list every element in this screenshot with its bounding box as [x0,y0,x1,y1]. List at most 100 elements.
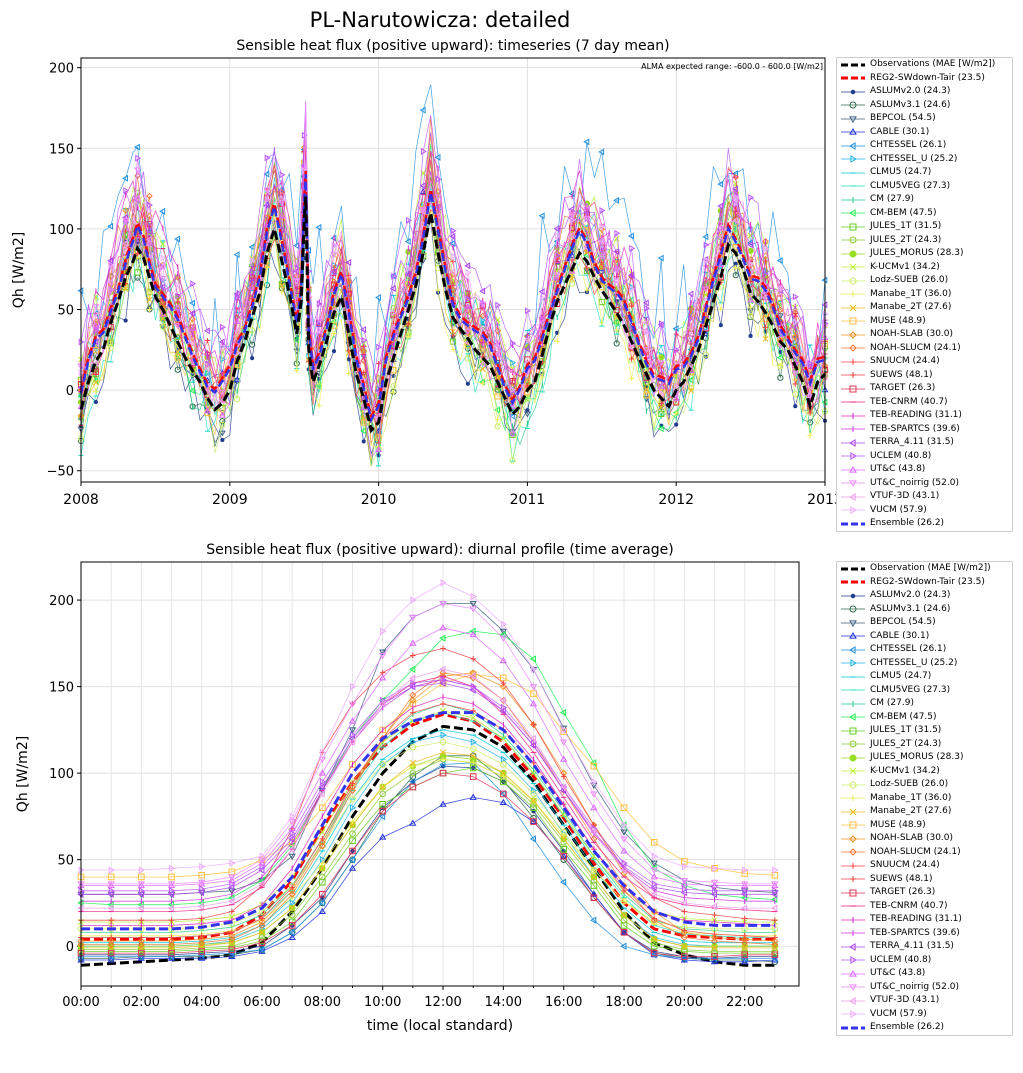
data-point [228,897,235,905]
legend-label: CLMU5 (24.7) [870,167,932,177]
legend-label: CM-BEM (47.5) [870,207,937,218]
data-point [559,878,567,886]
data-point [613,340,620,347]
legend-swatch [841,223,865,231]
legend-swatch [841,344,865,352]
legend-marker [850,1010,857,1019]
legend-label: UCLEM (40.8) [870,954,932,965]
data-point [258,945,265,954]
legend-swatch [841,372,865,379]
data-point [288,922,296,929]
reg2-line [79,170,826,420]
data-point [464,302,472,309]
legend-label: JULES_2T (24.3) [870,234,942,245]
data-point [791,370,799,377]
x-axis-label: time (local standard) [367,1018,513,1034]
legend-swatch [841,889,865,897]
data-point [529,684,538,691]
legend-swatch [841,89,865,95]
legend-swatch [841,185,865,187]
data-point [771,881,779,888]
data-point [470,656,476,662]
legend-item: SUEWS (48.1) [837,873,1012,887]
data-point [658,410,665,417]
series-line [81,758,775,952]
data-point [500,620,508,628]
legend-label: CM (27.9) [870,698,914,708]
data-point [159,323,166,330]
data-point [500,680,507,686]
legend-swatch [841,942,865,951]
data-point [319,890,326,898]
legend-marker [849,250,857,258]
x-tick-label: 2009 [212,492,248,508]
data-point [762,315,769,322]
data-point [137,881,146,888]
data-point [138,949,145,957]
data-point [349,761,356,768]
legend-label: K-UCMv1 (34.2) [870,765,940,776]
data-point [349,847,356,855]
data-point [469,773,477,780]
data-point [107,222,114,230]
legend-item: UT&C_noirrig (52.0) [837,477,1012,491]
data-point [530,690,537,697]
series-line [81,772,775,957]
data-point [464,355,471,362]
data-point [613,299,621,306]
x-tick-label: 18:00 [605,995,642,1010]
data-point [742,887,749,895]
data-point [559,783,567,791]
data-point [198,915,205,922]
legend-item: Manabe_2T (27.6) [837,805,1012,819]
legend-item: VTUF-3D (43.1) [837,994,1012,1008]
data-point [703,241,710,249]
series-line [80,100,826,394]
data-point [711,937,719,945]
data-point [348,855,355,864]
legend-swatch [841,713,865,722]
legend-swatch [841,304,865,312]
legend-swatch [841,676,865,678]
series-line [81,648,775,921]
legend-marker [849,969,857,977]
data-point [560,739,568,746]
data-point [409,743,417,751]
data-point [349,830,356,838]
legend-marker [850,659,857,668]
legend-item: SUEWS (48.1) [837,369,1012,383]
legend-label: JULES_1T (31.5) [870,725,942,735]
data-point [289,899,296,907]
legend-swatch [841,317,865,325]
data-point [108,887,115,895]
legend-swatch [841,76,865,80]
data-point [469,601,477,608]
data-point [439,769,447,777]
series-aslumv3.1 [77,752,779,966]
y-tick-label: 50 [57,854,74,869]
data-point [228,946,236,953]
legend-marker [850,291,856,298]
data-point [499,635,508,642]
data-point [419,207,427,214]
legend-swatch [841,969,865,977]
data-point [590,828,597,836]
data-point [620,866,627,874]
series-reg2-swdown-tair [81,712,775,941]
legend-item: SNUUCM (24.4) [837,355,1012,369]
data-point [107,940,115,948]
data-point [657,360,665,367]
series-snuucm [78,701,778,941]
data-point [122,217,130,224]
legend-item: UCLEM (40.8) [837,450,1012,464]
y-axis-label: Qh [W/m2] [15,736,31,812]
data-point [409,696,417,704]
series-line [81,674,775,878]
series-line [80,630,775,906]
data-point [590,890,598,897]
legend-swatch [841,452,865,461]
data-point [349,795,356,803]
legend-marker [849,385,857,393]
data-point [228,935,236,943]
data-point [748,194,755,202]
